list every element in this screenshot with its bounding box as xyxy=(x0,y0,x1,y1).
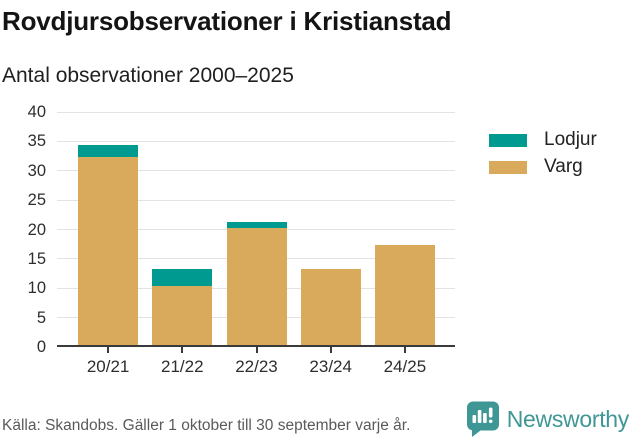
gridline-y-30 xyxy=(57,170,455,172)
gridline-y-35 xyxy=(57,140,455,142)
source-note: Källa: Skandobs. Gäller 1 oktober till 3… xyxy=(2,417,411,434)
gridline-y-25 xyxy=(57,199,455,201)
newsworthy-logo[interactable]: Newsworthy xyxy=(466,401,629,437)
bar-stack-20/21 xyxy=(78,145,139,345)
chart-legend: Lodjur Varg xyxy=(489,130,597,184)
x-tick-label-23/24: 23/24 xyxy=(309,357,352,376)
y-tick-label-0: 0 xyxy=(36,338,46,356)
y-tick-label-20: 20 xyxy=(27,220,46,239)
bar-segment-varg xyxy=(152,286,213,345)
y-tick-label-40: 40 xyxy=(27,103,46,121)
legend-item-varg: Varg xyxy=(489,157,597,177)
y-tick-label-25: 25 xyxy=(27,191,46,210)
newsworthy-wordmark: Newsworthy xyxy=(506,405,630,432)
legend-item-lodjur: Lodjur xyxy=(489,130,597,150)
bar-stack-24/25 xyxy=(374,245,435,345)
chart-subtitle: Antal observationer 2000–2025 xyxy=(2,64,294,87)
x-tick-label-21/22: 21/22 xyxy=(161,357,204,376)
x-axis-line xyxy=(57,345,455,347)
x-tick-label-24/25: 24/25 xyxy=(383,357,427,376)
bar-stack-23/24 xyxy=(300,268,361,345)
x-tick-23/24 xyxy=(329,347,332,353)
y-tick-label-5: 5 xyxy=(36,308,46,327)
x-tick-20/21 xyxy=(107,347,110,353)
x-tick-label-20/21: 20/21 xyxy=(86,357,130,376)
y-tick-label-35: 35 xyxy=(27,132,46,151)
x-tick-24/25 xyxy=(403,347,406,353)
bar-segment-varg xyxy=(374,245,435,345)
bar-stack-22/23 xyxy=(226,221,287,345)
x-tick-21/22 xyxy=(181,347,184,353)
x-tick-label-22/23: 22/23 xyxy=(235,357,278,376)
y-tick-label-10: 10 xyxy=(27,279,46,298)
bar-segment-lodjur xyxy=(78,145,139,157)
bar-segment-varg xyxy=(78,157,139,345)
plot-area xyxy=(57,111,455,347)
bar-segment-varg xyxy=(300,268,361,345)
bar-stack-21/22 xyxy=(152,268,213,345)
legend-swatch-lodjur xyxy=(489,133,527,147)
y-tick-label-30: 30 xyxy=(27,161,46,180)
legend-label-lodjur: Lodjur xyxy=(544,129,597,150)
legend-label-varg: Varg xyxy=(544,156,583,177)
x-tick-22/23 xyxy=(255,347,258,353)
gridline-y-40 xyxy=(57,111,455,113)
bar-segment-lodjur xyxy=(226,221,287,228)
newsworthy-icon xyxy=(466,401,499,437)
y-tick-label-15: 15 xyxy=(27,249,46,268)
bar-segment-varg xyxy=(226,227,287,345)
chart-title: Rovdjursobservationer i Kristianstad xyxy=(2,6,452,36)
bar-segment-lodjur xyxy=(152,268,213,287)
legend-swatch-varg xyxy=(489,160,527,174)
